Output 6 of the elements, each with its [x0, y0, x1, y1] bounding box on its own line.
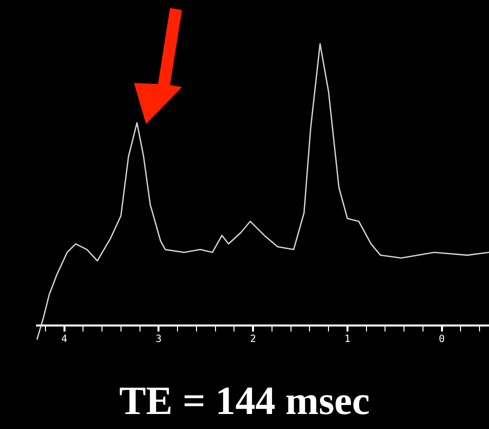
- x-tick-label: 1: [344, 334, 350, 346]
- x-tick-label: 0: [438, 334, 445, 346]
- text: TE = 144 msec: [118, 378, 371, 424]
- x-tick-label: 3: [156, 334, 162, 346]
- x-tick-label: 4: [61, 334, 68, 346]
- x-tick-label: 2: [250, 334, 256, 346]
